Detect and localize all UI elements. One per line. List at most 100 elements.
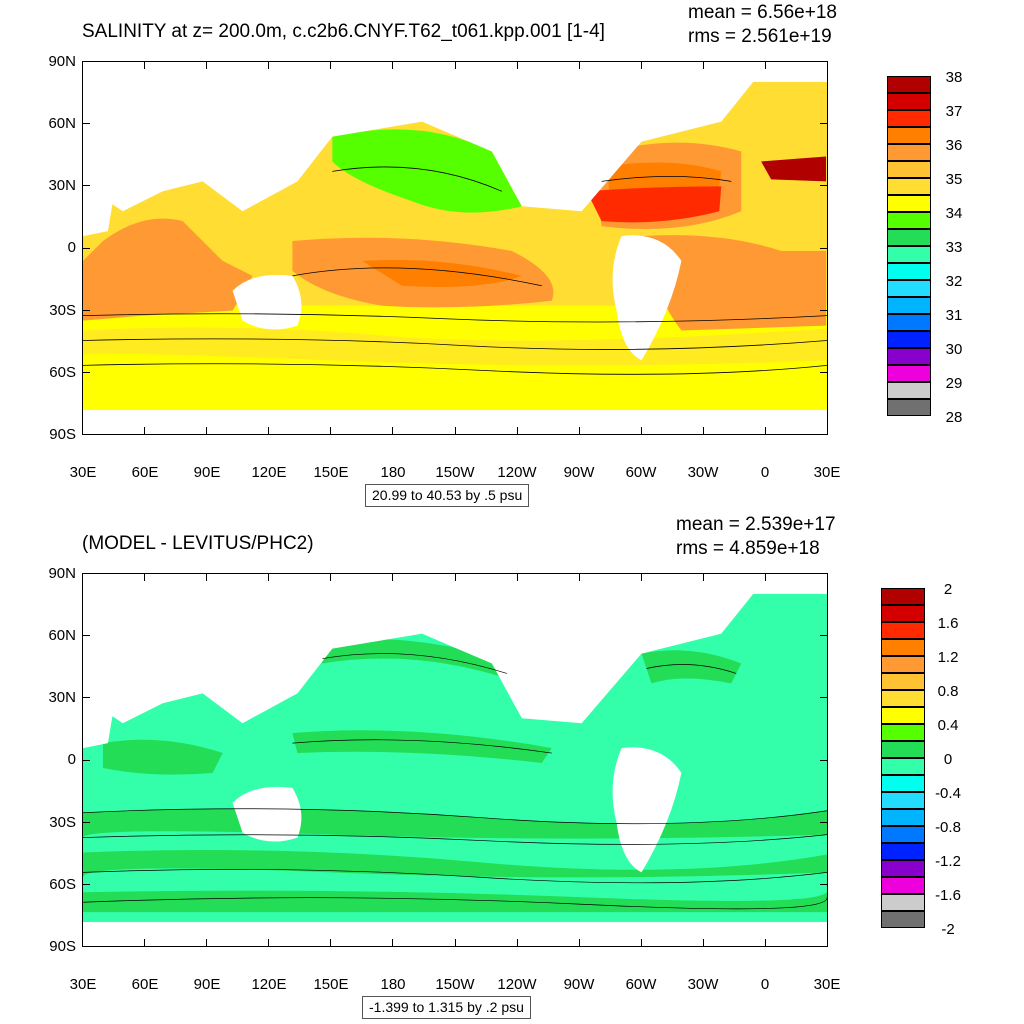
- axis-tick: [578, 61, 580, 69]
- north-pacific-fresh: [332, 129, 522, 213]
- colorbar-label: 0: [943, 751, 953, 768]
- colorbar-swatch: [887, 229, 931, 246]
- axis-tick: [268, 573, 270, 581]
- australia: [232, 274, 302, 330]
- axis-tick: [516, 61, 518, 69]
- lat-label: 30S: [49, 814, 76, 831]
- axis-tick: [820, 309, 828, 311]
- colorbar-swatch: [887, 348, 931, 365]
- colorbar-label: 30: [945, 341, 963, 358]
- stat-mean: mean = 6.56e+18: [688, 2, 837, 23]
- axis-tick: [702, 427, 704, 435]
- lon-label: 30E: [813, 976, 841, 993]
- lon-label: 30W: [687, 976, 719, 993]
- band-north-pacific: [312, 639, 512, 679]
- lat-label: 30N: [48, 689, 76, 706]
- colorbar-swatch: [887, 127, 931, 144]
- colorbar-label: 2: [943, 581, 953, 598]
- colorbar-label: 38: [945, 69, 963, 86]
- colorbar-swatch: [887, 110, 931, 127]
- colorbar-swatch: [887, 76, 931, 93]
- south-america: [612, 747, 682, 873]
- lon-label: 150E: [313, 976, 349, 993]
- australia: [232, 786, 302, 842]
- axis-tick: [820, 371, 828, 373]
- axis-tick: [827, 939, 828, 947]
- axis-tick: [330, 61, 332, 69]
- axis-tick: [82, 883, 90, 885]
- lon-label: 60E: [131, 464, 159, 481]
- axis-tick: [82, 123, 90, 125]
- axis-tick: [82, 635, 90, 637]
- axis-tick: [820, 946, 828, 947]
- axis-tick: [516, 939, 518, 947]
- colorbar-swatch: [881, 860, 925, 877]
- colorbar-swatch: [881, 656, 925, 673]
- map-svg: [83, 62, 827, 434]
- mediterranean: [761, 156, 827, 182]
- colorbar-swatch: [881, 724, 925, 741]
- colorbar-label: 35: [945, 171, 963, 188]
- axis-tick: [578, 573, 580, 581]
- axis-tick: [144, 573, 146, 581]
- axis-tick: [82, 247, 90, 249]
- lon-label: 120E: [251, 976, 287, 993]
- colorbar-swatch: [887, 263, 931, 280]
- panel-title: (MODEL - LEVITUS/PHC2): [82, 533, 314, 554]
- lat-label: 60S: [49, 876, 76, 893]
- map-plot: [82, 573, 828, 947]
- axis-tick: [764, 61, 766, 69]
- colorbar-swatch: [887, 144, 931, 161]
- lat-label: 30N: [48, 177, 76, 194]
- axis-tick: [206, 939, 208, 947]
- colorbar-swatch: [881, 707, 925, 724]
- lon-label: 30W: [687, 464, 719, 481]
- north-landmass: [83, 574, 827, 724]
- lon-label: 120W: [497, 464, 537, 481]
- panel-salinity: SALINITY at z= 200.0m, c.c2b6.CNYF.T62_t…: [48, 2, 963, 508]
- south-atlantic-high: [641, 235, 827, 331]
- axis-tick: [144, 427, 146, 435]
- lat-label: 60S: [49, 364, 76, 381]
- colorbar-swatch: [881, 877, 925, 894]
- axis-tick: [392, 939, 394, 947]
- axis-tick: [82, 427, 83, 435]
- lat-label: 90N: [48, 565, 76, 582]
- lat-label: 30S: [49, 302, 76, 319]
- axis-tick: [268, 427, 270, 435]
- colorbar-swatch: [881, 690, 925, 707]
- lat-label: 90S: [49, 426, 76, 443]
- axis-tick: [827, 573, 828, 581]
- axis-tick: [392, 573, 394, 581]
- lon-label: 150E: [313, 464, 349, 481]
- colorbar-swatch: [881, 911, 925, 928]
- axis-tick: [454, 61, 456, 69]
- axis-tick: [82, 371, 90, 373]
- colorbar-swatch: [881, 809, 925, 826]
- axis-tick: [268, 61, 270, 69]
- colorbar-swatch: [887, 195, 931, 212]
- colorbar-label: 32: [945, 273, 963, 290]
- panel-title: SALINITY at z= 200.0m, c.c2b6.CNYF.T62_t…: [82, 21, 605, 42]
- range-label: -1.399 to 1.315 by .2 psu: [362, 996, 531, 1020]
- axis-tick: [82, 697, 90, 699]
- colorbar-swatch: [881, 826, 925, 843]
- contour-lines: [83, 166, 827, 375]
- stat-rms: rms = 4.859e+18: [676, 538, 820, 559]
- map-plot: [82, 61, 828, 435]
- axis-tick: [640, 939, 642, 947]
- lat-label: 60N: [48, 115, 76, 132]
- axis-tick: [82, 759, 90, 761]
- colorbar-label: 31: [945, 307, 963, 324]
- lon-label: 60W: [625, 464, 657, 481]
- colorbar-label: 1.2: [937, 649, 959, 666]
- lon-label: 150W: [435, 464, 475, 481]
- lon-label: 30E: [69, 976, 97, 993]
- south-pacific-core: [362, 259, 522, 288]
- colorbar-swatch: [881, 639, 925, 656]
- axis-tick: [820, 61, 828, 62]
- axis-tick: [330, 573, 332, 581]
- east-africa-edge: [83, 181, 113, 237]
- axis-tick: [820, 635, 828, 637]
- colorbar-swatch: [887, 246, 931, 263]
